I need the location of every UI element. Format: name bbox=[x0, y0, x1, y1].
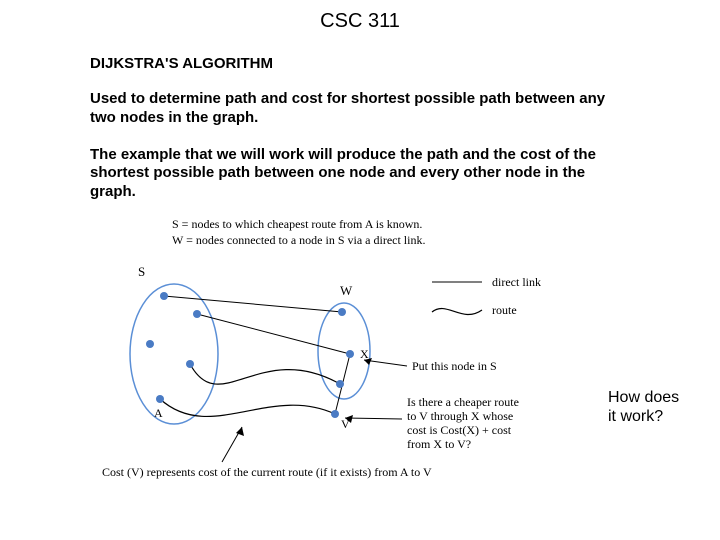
svg-text:A: A bbox=[154, 406, 163, 420]
svg-text:W: W bbox=[340, 283, 353, 298]
svg-text:Put this node in S: Put this node in S bbox=[412, 359, 497, 373]
svg-text:direct link: direct link bbox=[492, 275, 541, 289]
svg-text:X: X bbox=[360, 347, 369, 361]
svg-text:Cost (V) represents cost of th: Cost (V) represents cost of the current … bbox=[102, 465, 432, 479]
page-header: CSC 311 bbox=[0, 0, 720, 33]
svg-text:route: route bbox=[492, 303, 517, 317]
svg-text:W = nodes connected to a node: W = nodes connected to a node in S via a… bbox=[172, 233, 425, 247]
side-note-line2: it work? bbox=[608, 408, 663, 425]
svg-text:S: S bbox=[138, 264, 145, 279]
svg-text:to V through X whose: to V through X whose bbox=[407, 409, 513, 423]
svg-text:Is there a cheaper route: Is there a cheaper route bbox=[407, 395, 519, 409]
dijkstra-diagram-svg: S = nodes to which cheapest route from A… bbox=[102, 214, 582, 484]
svg-text:from X to V?: from X to V? bbox=[407, 437, 471, 451]
side-note-line1: How does bbox=[608, 389, 679, 406]
paragraph-2: The example that we will work will produ… bbox=[90, 146, 630, 202]
paragraph-1: Used to determine path and cost for shor… bbox=[90, 90, 630, 128]
svg-text:S = nodes to which cheapest ro: S = nodes to which cheapest route from A… bbox=[172, 217, 422, 231]
diagram: S = nodes to which cheapest route from A… bbox=[102, 214, 630, 484]
section-title: DIJKSTRA'S ALGORITHM bbox=[90, 55, 630, 72]
side-note: How does it work? bbox=[608, 388, 679, 426]
svg-text:cost is Cost(X) + cost: cost is Cost(X) + cost bbox=[407, 423, 512, 437]
